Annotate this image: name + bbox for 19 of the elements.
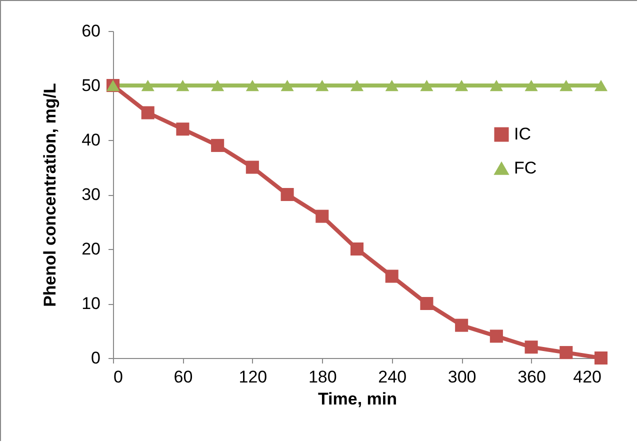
x-tick-label: 0	[114, 368, 123, 386]
x-tick-label: 180	[308, 368, 337, 386]
x-axis-title: Time, min	[318, 390, 398, 408]
x-tick-label: 360	[518, 368, 546, 386]
x-tick-label: 60	[174, 368, 193, 386]
y-tick-label: 30	[82, 185, 100, 204]
y-tick-label: 50	[82, 76, 100, 95]
y-tick-label: 0	[91, 348, 100, 368]
y-axis-title: Phenol concentration, mg/L	[40, 83, 60, 307]
x-tick-label: 420	[573, 368, 602, 386]
y-tick-label: 10	[82, 294, 100, 313]
x-tick-label: 240	[378, 368, 407, 386]
y-tick-label: 40	[82, 130, 100, 150]
x-tick-label: 120	[238, 368, 268, 386]
y-tick-label: 60	[82, 22, 100, 40]
legend-label: FC	[514, 158, 537, 178]
legend-label: IC	[514, 124, 531, 144]
y-tick-label: 20	[82, 240, 100, 258]
x-tick-label: 300	[448, 368, 476, 386]
